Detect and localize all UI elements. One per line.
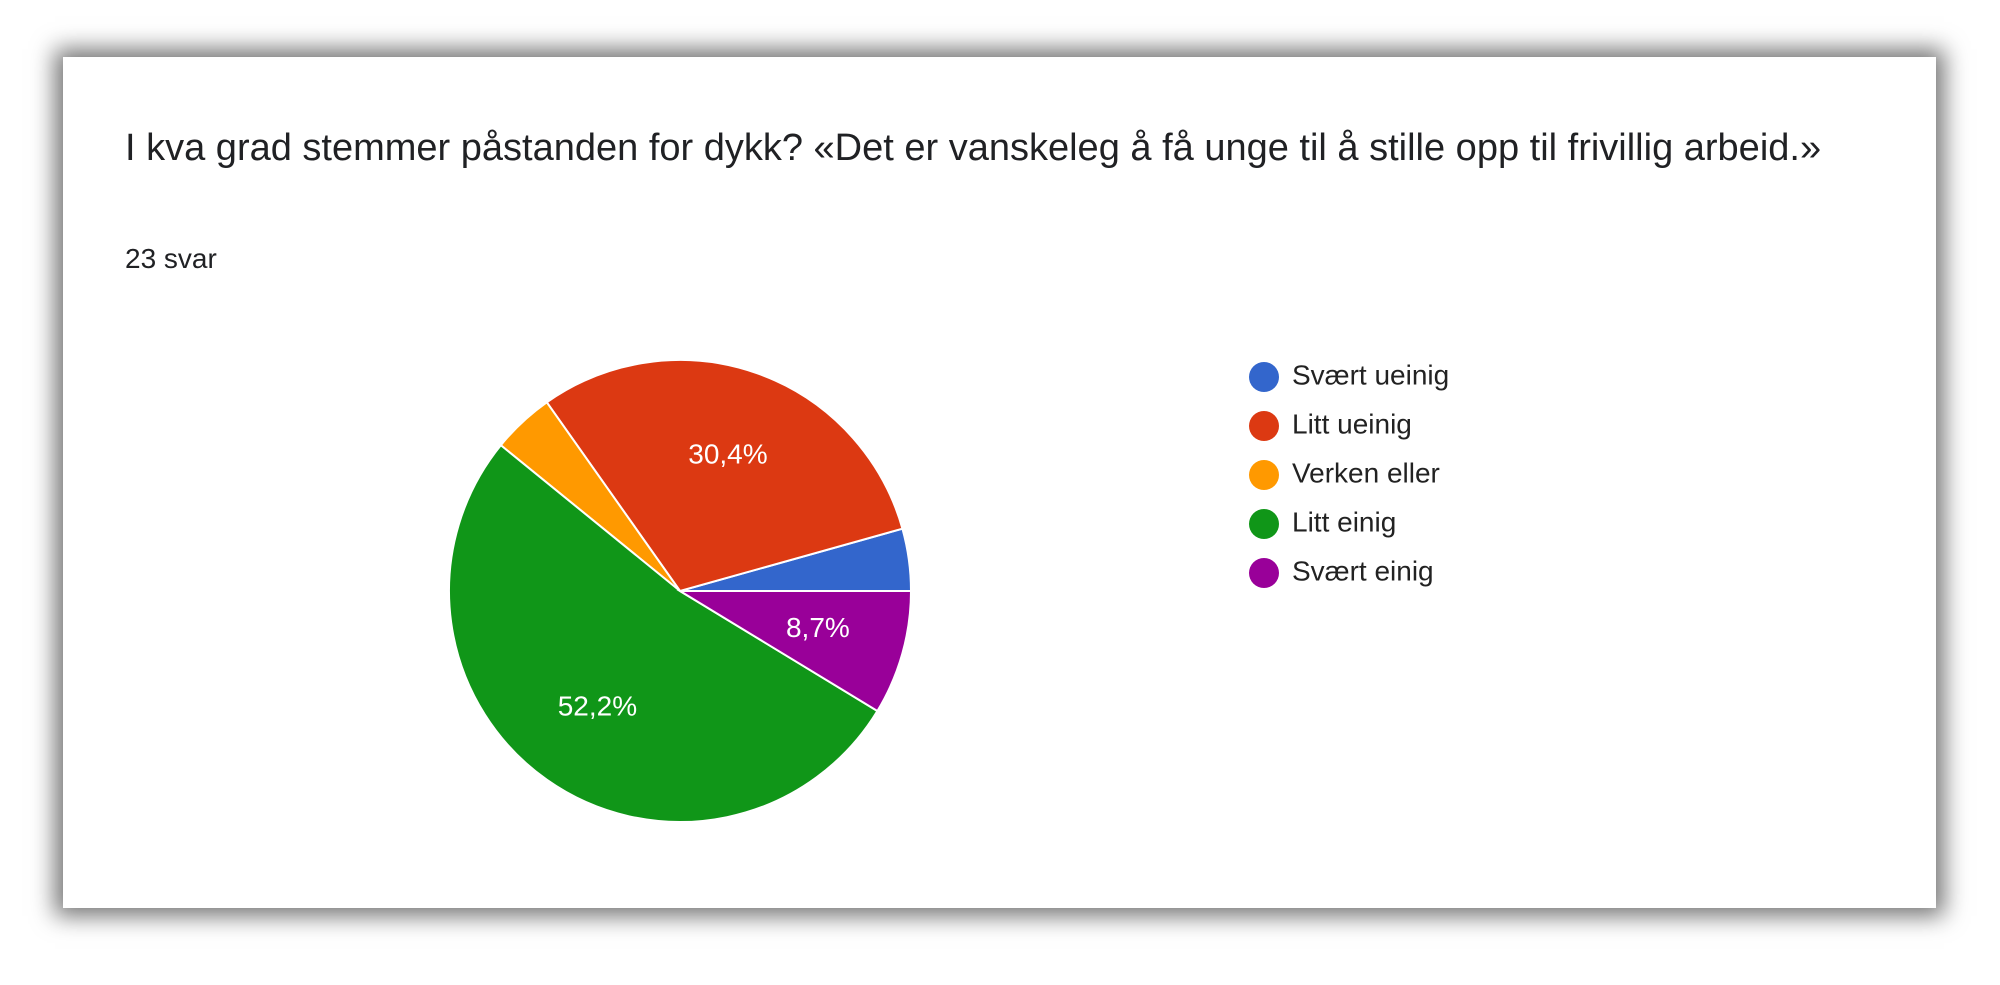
legend-label: Svært ueinig	[1292, 359, 1449, 390]
question-title: I kva grad stemmer påstanden for dykk? «…	[125, 127, 1822, 169]
pie-slice-svært-einig[interactable]	[676, 590, 913, 713]
legend-swatch	[1249, 460, 1279, 490]
pie-slice-litt-ueinig[interactable]	[545, 359, 904, 593]
pie-slices	[448, 359, 913, 823]
pie-value-label: 8,7%	[786, 612, 850, 643]
pie-chart: 30,4% 52,2% 8,7% Svært ueinig Litt ueinig Ve…	[448, 359, 1449, 823]
question-card: I kva grad stemmer påstanden for dykk? «…	[63, 57, 1936, 908]
legend-item-verken-eller[interactable]: Verken eller	[1249, 457, 1440, 490]
legend-swatch	[1249, 509, 1279, 539]
legend-item-litt-einig[interactable]: Litt einig	[1249, 506, 1396, 539]
pie-value-label: 30,4%	[688, 438, 767, 469]
legend-label: Litt ueinig	[1292, 408, 1412, 439]
legend-item-litt-ueinig[interactable]: Litt ueinig	[1249, 408, 1412, 441]
legend-swatch	[1249, 558, 1279, 588]
pie-value-label: 52,2%	[558, 690, 637, 721]
pie-slice-litt-einig[interactable]	[448, 443, 879, 823]
legend-swatch	[1249, 411, 1279, 441]
legend-item-svært-ueinig[interactable]: Svært ueinig	[1249, 359, 1449, 392]
response-count: 23 svar	[125, 243, 217, 274]
legend-label: Verken eller	[1292, 457, 1440, 488]
legend-label: Litt einig	[1292, 506, 1396, 537]
legend-label: Svært einig	[1292, 555, 1434, 586]
legend-swatch	[1249, 362, 1279, 392]
legend-item-svært-einig[interactable]: Svært einig	[1249, 555, 1434, 588]
pie-value-labels: 30,4% 52,2% 8,7%	[558, 438, 850, 721]
chart-legend: Svært ueinig Litt ueinig Verken eller Litt …	[1249, 359, 1449, 588]
